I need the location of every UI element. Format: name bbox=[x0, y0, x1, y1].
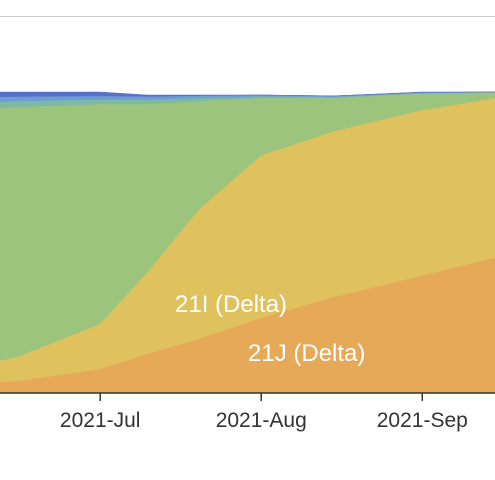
series-area-5 bbox=[0, 91, 495, 98]
x-tick-label: 2021-Aug bbox=[216, 409, 307, 432]
series-areas bbox=[0, 91, 495, 394]
x-tick-label: 2021-Jul bbox=[60, 409, 141, 432]
series-label-21I: 21I (Delta) bbox=[175, 291, 287, 318]
series-label-21J: 21J (Delta) bbox=[248, 340, 365, 367]
x-tick-label: 2021-Sep bbox=[377, 409, 468, 432]
